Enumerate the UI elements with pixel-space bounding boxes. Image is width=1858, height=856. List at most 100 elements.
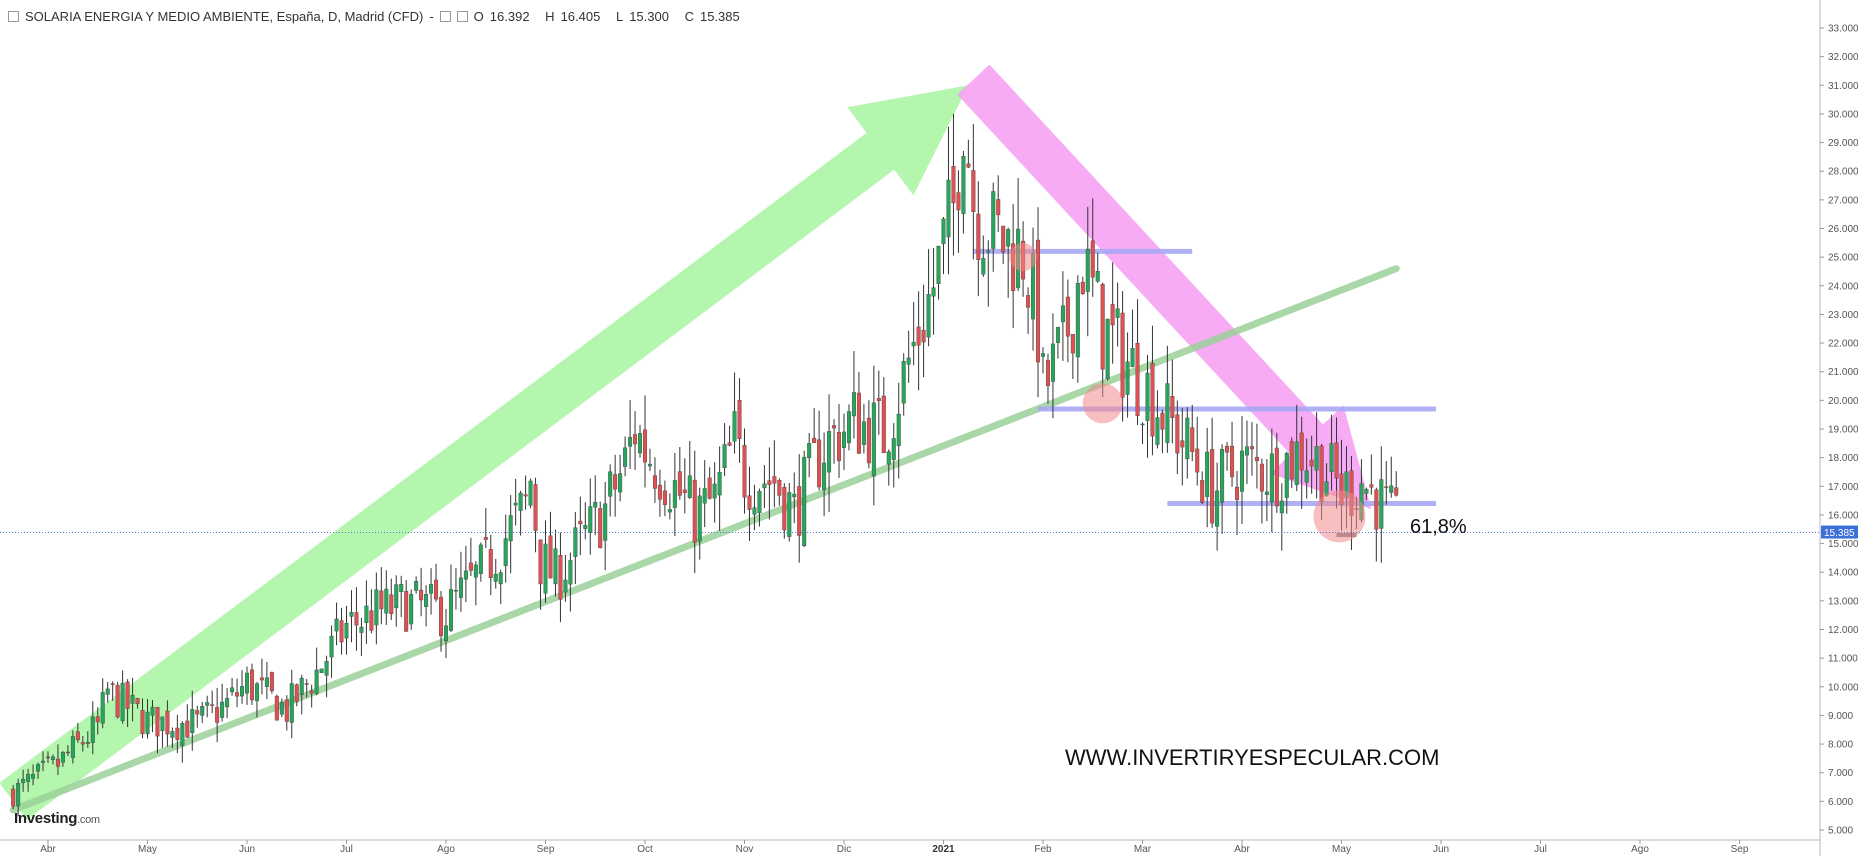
y-tick-label: 23.000	[1828, 310, 1858, 321]
candle-down	[1254, 456, 1259, 462]
candle-down	[1190, 427, 1195, 452]
candle-down	[419, 589, 424, 601]
candle-down	[996, 199, 1001, 216]
candle-down	[1299, 432, 1304, 471]
x-tick-label: Abr	[1234, 844, 1250, 855]
candle-down	[80, 742, 85, 745]
candle-down	[881, 395, 886, 454]
candle-up	[60, 751, 65, 763]
candle-down	[1100, 283, 1105, 370]
candle-up	[31, 774, 36, 779]
x-tick-label: May	[138, 844, 157, 855]
candle-down	[866, 417, 871, 464]
candle-down	[812, 437, 817, 443]
candle-down	[1369, 484, 1374, 488]
candle-up	[508, 515, 513, 542]
candle-down	[389, 594, 394, 614]
candle-down	[971, 170, 976, 213]
candle-down	[1026, 295, 1031, 308]
candle-up	[618, 473, 623, 493]
candle-up	[603, 503, 608, 541]
candle-up	[349, 612, 354, 617]
candle-up	[1329, 443, 1334, 472]
candle-down	[737, 399, 742, 439]
candle-up	[150, 706, 155, 716]
candle-up	[1269, 453, 1274, 503]
candle-up	[1185, 417, 1190, 460]
candle-up	[90, 716, 95, 743]
candle-down	[11, 788, 16, 807]
candle-up	[851, 392, 856, 417]
candle-up	[359, 626, 364, 633]
y-tick-label: 12.000	[1828, 625, 1858, 636]
candle-up	[702, 488, 707, 504]
candle-up	[1304, 470, 1309, 483]
candle-up	[429, 584, 434, 594]
candle-down	[1225, 446, 1230, 453]
candle-down	[662, 490, 667, 505]
x-tick-label: 2021	[932, 844, 955, 855]
candle-down	[165, 710, 170, 735]
candle-up	[697, 495, 702, 542]
candle-down	[1090, 240, 1095, 278]
candle-up	[846, 411, 851, 444]
y-tick-label: 25.000	[1828, 253, 1858, 264]
candle-down	[707, 477, 712, 499]
candle-up	[518, 492, 523, 511]
candle-down	[677, 471, 682, 496]
settings-icon[interactable]	[456, 11, 468, 22]
candle-down	[140, 710, 145, 735]
y-tick-label: 10.000	[1828, 682, 1858, 693]
candle-up	[593, 502, 598, 508]
candle-down	[1195, 448, 1200, 473]
y-tick-label: 9.000	[1828, 711, 1853, 722]
x-tick-label: Sep	[537, 844, 555, 855]
last-price-label: 15.385	[1824, 528, 1855, 539]
candle-up	[717, 472, 722, 496]
candle-down	[1150, 363, 1155, 437]
candle-down	[523, 494, 528, 497]
candle-up	[1095, 271, 1100, 282]
ohlc-open: O 16.392	[473, 9, 530, 24]
y-tick-label: 32.000	[1828, 52, 1858, 63]
candle-down	[55, 758, 60, 767]
candle-down	[772, 476, 777, 484]
candle-down	[643, 429, 648, 463]
candle-down	[742, 444, 747, 498]
ohlc-close: C 15.385	[684, 9, 740, 24]
candle-down	[1065, 296, 1070, 337]
candle-down	[404, 590, 409, 632]
candle-up	[50, 756, 55, 760]
collapse-toggle-icon[interactable]	[8, 11, 19, 22]
candle-down	[747, 495, 752, 510]
y-tick-label: 28.000	[1828, 167, 1858, 178]
candle-up	[1085, 248, 1090, 292]
candle-up	[1125, 361, 1130, 395]
candle-down	[1110, 304, 1115, 326]
candle-up	[981, 258, 986, 275]
visibility-icon[interactable]	[439, 11, 451, 22]
candle-down	[1045, 359, 1050, 386]
candle-down	[1175, 414, 1180, 454]
candle-up	[244, 672, 249, 694]
candle-up	[802, 457, 807, 547]
candle-down	[185, 720, 190, 738]
candle-down	[613, 474, 618, 490]
investing-logo: Investing.com	[14, 810, 100, 827]
candle-up	[205, 702, 210, 706]
candle-up	[170, 731, 175, 738]
candle-down	[832, 425, 837, 429]
candle-down	[195, 710, 200, 715]
candle-up	[891, 438, 896, 460]
candle-up	[1006, 229, 1011, 247]
candle-up	[364, 605, 369, 623]
candle-up	[16, 783, 21, 807]
candle-up	[289, 683, 294, 723]
candle-up	[100, 692, 105, 724]
y-tick-label: 30.000	[1828, 109, 1858, 120]
x-tick-label: Nov	[736, 844, 754, 855]
y-tick-label: 13.000	[1828, 596, 1858, 607]
candle-down	[483, 537, 488, 540]
candle-up	[991, 191, 996, 249]
